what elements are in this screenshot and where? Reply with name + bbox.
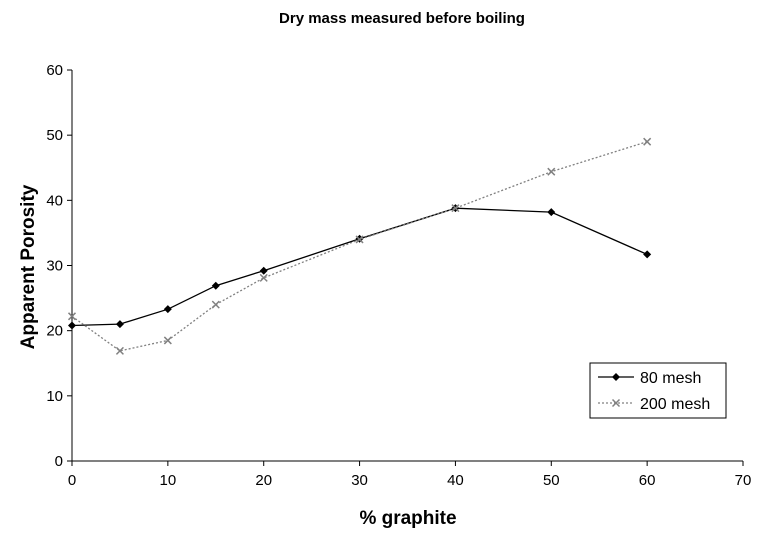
y-tick-label: 50 <box>46 127 63 144</box>
data-point <box>115 346 124 355</box>
y-axis-label: Apparent Porosity <box>18 184 39 349</box>
data-point <box>68 321 76 330</box>
x-tick-label: 30 <box>351 472 368 489</box>
x-tick-label: 0 <box>68 472 76 489</box>
y-tick-label: 0 <box>55 453 63 470</box>
x-tick-label: 50 <box>543 472 560 489</box>
series-80-mesh <box>68 204 652 330</box>
x-ticks: 0 10 20 30 40 50 60 70 <box>68 461 752 489</box>
legend-marker-200-mesh <box>611 398 621 408</box>
x-tick-label: 40 <box>447 472 464 489</box>
y-tick-label: 40 <box>46 192 63 209</box>
data-point <box>163 305 172 314</box>
data-point <box>163 336 172 345</box>
data-point <box>211 300 220 309</box>
data-point <box>643 137 652 146</box>
data-point <box>643 250 652 259</box>
data-point <box>259 273 268 282</box>
y-tick-label: 10 <box>46 388 63 405</box>
legend-label-80-mesh: 80 mesh <box>640 370 701 387</box>
data-point <box>211 281 220 290</box>
series-line-200-mesh <box>71 141 648 352</box>
series-line-80-mesh <box>71 207 648 327</box>
data-point <box>115 320 124 329</box>
x-axis-label: % graphite <box>359 508 456 529</box>
series-200-mesh <box>67 137 652 355</box>
data-point <box>355 235 364 244</box>
data-point <box>547 208 556 217</box>
x-tick-label: 70 <box>735 472 752 489</box>
data-point <box>451 204 460 213</box>
legend-box <box>589 362 727 419</box>
y-tick-label: 20 <box>46 323 63 340</box>
y-ticks: 0 10 20 30 40 50 60 <box>46 62 72 470</box>
data-point <box>259 266 268 275</box>
x-tick-label: 60 <box>639 472 656 489</box>
data-point <box>547 167 556 176</box>
legend: 80 mesh 200 mesh <box>589 362 727 419</box>
series-layer <box>67 137 652 355</box>
x-tick-label: 10 <box>160 472 177 489</box>
data-point <box>67 312 77 321</box>
legend-label-200-mesh: 200 mesh <box>640 396 710 413</box>
x-tick-label: 20 <box>255 472 272 489</box>
y-tick-label: 60 <box>46 62 63 79</box>
chart-title: Dry mass measured before boiling <box>279 10 525 27</box>
y-tick-label: 30 <box>46 258 63 275</box>
legend-marker-80-mesh <box>612 373 620 381</box>
